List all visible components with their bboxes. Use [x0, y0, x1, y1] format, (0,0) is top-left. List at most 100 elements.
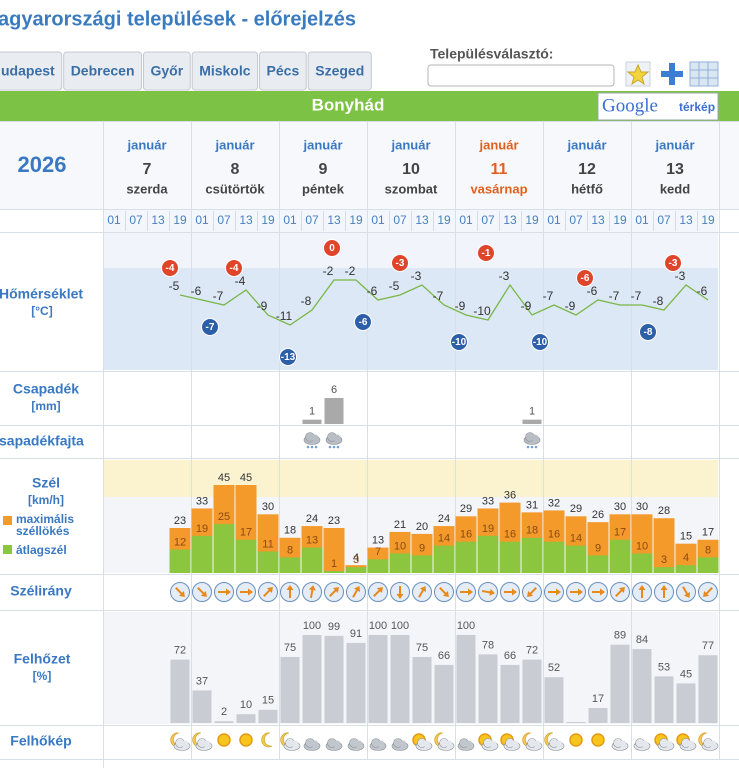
gust-label: 31 — [526, 499, 538, 511]
avg-wind-label: 7 — [375, 546, 381, 558]
cloud-bar — [610, 644, 630, 723]
cloud-icon — [611, 738, 629, 751]
direction-arrow — [373, 587, 383, 597]
cloud-icon — [457, 738, 475, 751]
temperature-label: -7 — [631, 289, 642, 303]
avg-wind-label: 18 — [526, 525, 538, 537]
gust-label: 29 — [570, 503, 582, 515]
temperature-label: -6 — [191, 284, 202, 298]
temperature-label: -9 — [257, 299, 268, 313]
month: január — [214, 137, 254, 152]
tab-bg — [143, 51, 191, 91]
temperature-label: -6 — [367, 284, 378, 298]
tab-bg — [63, 51, 142, 91]
cloud-shape — [181, 740, 189, 748]
selector-input[interactable] — [427, 64, 615, 87]
avg-wind-label: 17 — [240, 527, 252, 539]
city-tab[interactable]: Szeged — [307, 51, 372, 91]
cloud-label: 72 — [526, 645, 538, 657]
day-number: 10 — [402, 161, 420, 178]
add-button[interactable] — [661, 63, 683, 85]
city-tab[interactable]: Miskolc — [191, 51, 259, 91]
tab-label: Szeged — [315, 63, 364, 79]
avg-wind-bar — [411, 555, 433, 573]
temperature-label: -2 — [323, 264, 334, 278]
cloud-icon — [239, 733, 253, 747]
favorite-button[interactable] — [625, 61, 651, 87]
min-badge — [639, 323, 657, 341]
legend-swatch — [3, 545, 12, 554]
snowflake — [310, 445, 314, 449]
row-unit: [°C] — [31, 304, 52, 318]
avg-wind-bar — [499, 541, 521, 573]
avg-wind-bar — [477, 535, 499, 573]
city-tab[interactable]: Debrecen — [63, 51, 142, 91]
cloud-label: 75 — [284, 642, 296, 654]
city-tab[interactable]: udapest — [0, 51, 63, 91]
tab-bg — [0, 51, 63, 91]
row-unit: [km/h] — [28, 493, 64, 507]
legend-label: átlagszél — [16, 544, 67, 557]
hour-label: 19 — [525, 213, 539, 227]
hour-label: 13 — [151, 213, 165, 227]
snowflake — [526, 445, 530, 449]
cloud-bar — [566, 722, 586, 723]
avg-wind-bar — [653, 567, 675, 573]
arrow-head — [556, 588, 561, 596]
cloud-shape — [333, 740, 341, 748]
gust-label: 24 — [438, 513, 450, 525]
temperature-label: -7 — [213, 289, 224, 303]
wind-high-band — [103, 460, 718, 497]
city-tab[interactable]: Pécs — [259, 51, 307, 91]
avg-wind-label: 12 — [174, 536, 186, 548]
cloud-bar — [522, 659, 542, 723]
hour-label: 01 — [547, 213, 561, 227]
precipitation-label: 1 — [529, 406, 535, 418]
row-unit: [%] — [33, 669, 52, 683]
hour-label: 01 — [635, 213, 649, 227]
hour-label: 13 — [679, 213, 693, 227]
row-label: Felhőkép — [10, 733, 71, 749]
cloud-label: 37 — [196, 675, 208, 687]
cloud-bar — [654, 676, 674, 723]
direction-arrow — [329, 587, 339, 597]
location-name: Bonyhád — [312, 95, 385, 114]
arrow-head — [442, 590, 449, 597]
temperature-band — [103, 268, 718, 370]
cloud-icon — [325, 738, 343, 751]
min-badge-label: -8 — [644, 327, 653, 338]
cloud-shape — [619, 740, 627, 748]
avg-wind-bar — [235, 539, 257, 573]
arrow-head — [638, 585, 646, 590]
page-title: agyarországi települések - előrejelzés — [0, 8, 356, 30]
map-button[interactable]: Google térkép — [597, 92, 719, 121]
cloud-label: 78 — [482, 639, 494, 651]
min-badge — [279, 348, 297, 366]
table-button[interactable] — [689, 61, 719, 87]
temperature-label: -2 — [345, 264, 356, 278]
gust-label: 13 — [372, 534, 384, 546]
gust-label: 36 — [504, 490, 516, 502]
month: január — [302, 137, 342, 152]
avg-wind-label: 8 — [705, 544, 711, 556]
cloud-bar — [236, 714, 256, 723]
hour-label: 07 — [217, 213, 231, 227]
hour-label: 19 — [613, 213, 627, 227]
cloud-shape — [687, 740, 695, 748]
arrow-head — [226, 588, 231, 596]
city-tab[interactable]: Győr — [143, 51, 191, 91]
gust-label: 21 — [394, 519, 406, 531]
avg-wind-bar — [697, 557, 719, 573]
month: január — [478, 137, 518, 152]
hour-label: 01 — [371, 213, 385, 227]
cloud-label: 100 — [303, 620, 321, 632]
month: január — [654, 137, 694, 152]
direction-arrow — [660, 585, 668, 598]
cloud-label: 77 — [702, 640, 714, 652]
tab-label: udapest — [1, 63, 55, 79]
temperature-label: -5 — [389, 279, 400, 293]
temperature-label: -7 — [543, 289, 554, 303]
gust-label: 18 — [284, 525, 296, 537]
cloud-label: 66 — [504, 650, 516, 662]
